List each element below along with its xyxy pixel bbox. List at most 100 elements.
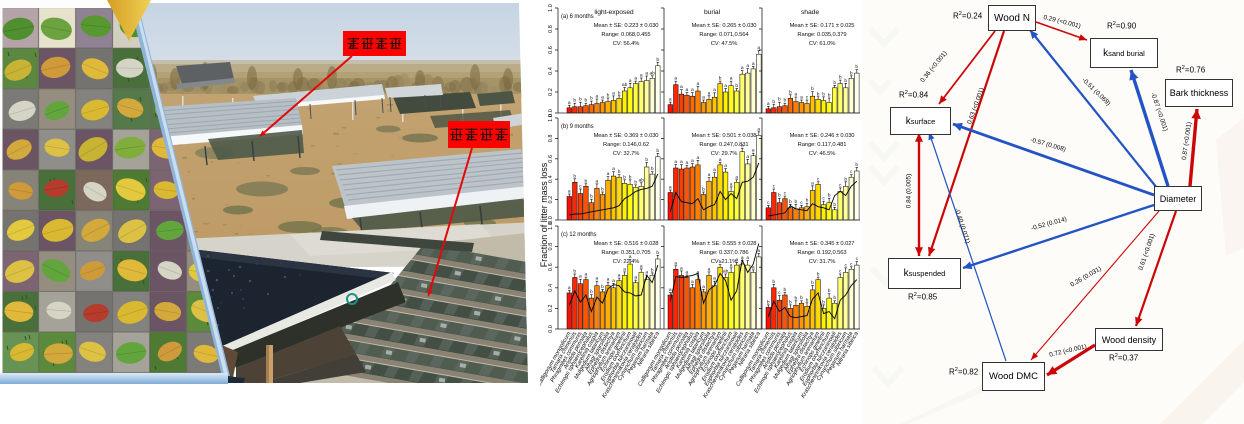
svg-text:b: b [795,199,798,205]
svg-text:a: a [691,280,694,285]
svg-text:a: a [568,190,571,195]
svg-text:b: b [789,299,792,305]
svg-text:b: b [806,198,809,204]
svg-text:b: b [656,250,659,256]
svg-text:b: b [623,174,626,180]
svg-text:CV: 31.7%: CV: 31.7% [809,259,836,265]
svg-text:c: c [839,183,842,188]
svg-text:a: a [629,255,632,260]
svg-text:b: b [629,174,632,180]
svg-text:b: b [850,70,853,76]
svg-text:a: a [585,273,588,278]
svg-text:Range: 0.068,0.455: Range: 0.068,0.455 [601,32,650,38]
svg-text:0.8: 0.8 [548,243,554,251]
svg-text:a: a [719,260,722,265]
svg-text:0.6: 0.6 [548,46,554,54]
svg-text:a: a [730,77,733,82]
svg-text:a: a [607,172,610,177]
svg-text:b: b [844,78,847,84]
svg-text:Range: 0.117,0.481: Range: 0.117,0.481 [798,142,847,148]
svg-text:a: a [612,91,615,96]
svg-text:0.2: 0.2 [548,196,554,204]
svg-text:a: a [669,186,672,191]
svg-text:b: b [656,57,659,63]
svg-text:a: a [713,277,716,282]
svg-text:CV: 61.0%: CV: 61.0% [809,41,836,47]
svg-text:a: a [680,85,683,90]
svg-text:a: a [596,95,599,100]
svg-text:a: a [697,82,700,87]
svg-text:a: a [568,101,571,106]
svg-text:a: a [719,158,722,163]
svg-text:burial: burial [704,9,721,16]
svg-text:a: a [612,279,615,284]
svg-text:a: a [645,271,648,276]
svg-text:b: b [784,98,787,104]
svg-text:b: b [811,86,814,92]
svg-text:a: a [691,88,694,93]
svg-text:c: c [778,291,781,296]
svg-text:c: c [767,201,770,206]
svg-text:CV: 32.7%: CV: 32.7% [613,151,640,157]
svg-text:a: a [634,77,637,82]
svg-text:CV: 29.7%: CV: 29.7% [711,151,738,157]
svg-text:1.0: 1.0 [548,222,554,230]
svg-text:b: b [719,76,722,82]
svg-text:a: a [752,265,755,270]
svg-text:Mean ± SE: 0.246 ± 0.030: Mean ± SE: 0.246 ± 0.030 [790,133,855,139]
svg-text:a: a [730,263,733,268]
svg-text:(a) 6 months: (a) 6 months [561,14,594,20]
svg-text:b: b [573,173,576,179]
svg-text:a: a [713,88,716,93]
svg-text:1.0: 1.0 [548,4,554,12]
svg-text:a: a [618,274,621,279]
svg-text:c: c [850,262,853,267]
svg-text:b: b [778,97,781,103]
svg-text:0.6: 0.6 [548,155,554,163]
svg-text:b: b [590,194,593,200]
svg-text:Range: 0.192,0.563: Range: 0.192,0.563 [797,250,846,256]
svg-text:a: a [691,159,694,164]
svg-text:c: c [817,177,820,182]
svg-text:a: a [640,264,643,269]
svg-text:a: a [708,267,711,272]
svg-text:b: b [634,179,637,185]
svg-text:Mean ± SE: 0.265 ± 0.030: Mean ± SE: 0.265 ± 0.030 [692,23,757,29]
svg-text:a: a [686,88,689,93]
svg-text:Range: 0.247,0.831: Range: 0.247,0.831 [699,142,748,148]
svg-text:Range: 0.035,0.379: Range: 0.035,0.379 [797,32,846,38]
svg-text:shade: shade [801,9,819,16]
svg-text:b: b [800,295,803,301]
svg-text:a: a [741,66,744,71]
svg-text:c: c [850,170,853,175]
svg-text:a: a [674,261,677,266]
svg-text:b: b [585,98,588,104]
svg-text:a: a [741,256,744,261]
svg-text:a: a [713,168,716,173]
svg-text:a: a [730,182,733,187]
svg-text:Mean ± SE: 0.223 ± 0.030: Mean ± SE: 0.223 ± 0.030 [594,23,659,29]
svg-text:b: b [607,93,610,99]
svg-text:a: a [680,160,683,165]
svg-text:0.0: 0.0 [548,325,554,333]
svg-text:b: b [855,162,858,168]
svg-text:0.0: 0.0 [548,216,554,224]
svg-text:c: c [800,201,803,206]
svg-text:a: a [746,155,749,160]
svg-text:a: a [724,84,727,89]
svg-text:b: b [822,91,825,97]
svg-text:a: a [674,77,677,82]
svg-text:b: b [817,91,820,97]
svg-text:b: b [601,284,604,290]
svg-text:a: a [735,175,738,180]
svg-text:b: b [778,193,781,199]
svg-text:Range: 0.071,0.564: Range: 0.071,0.564 [699,32,749,38]
svg-text:b: b [784,287,787,293]
svg-text:b: b [645,157,648,163]
svg-text:ab: ab [638,177,644,183]
svg-text:CV: 46.5%: CV: 46.5% [809,151,836,157]
svg-text:a: a [669,98,672,103]
svg-text:a: a [601,96,604,101]
svg-text:b: b [735,83,738,89]
svg-text:a: a [629,79,632,84]
